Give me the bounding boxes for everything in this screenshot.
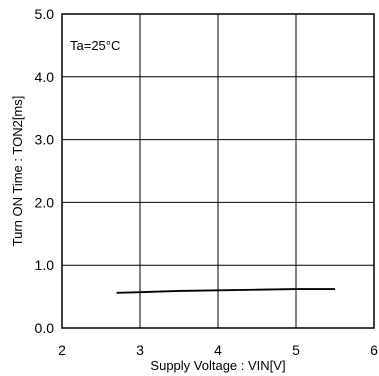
- y-tick-label: 3.0: [35, 132, 55, 148]
- series-line: [116, 288, 335, 294]
- x-tick-label: 3: [136, 342, 144, 358]
- x-tick-label: 5: [292, 342, 300, 358]
- y-tick-label: 5.0: [35, 6, 55, 22]
- y-tick-labels: 0.0 1.0 2.0 3.0 4.0 5.0: [35, 6, 55, 336]
- plot-frame: [61, 13, 375, 329]
- y-axis-label: Turn ON Time : TON2[ms]: [10, 96, 25, 247]
- annotation-temperature: Ta=25°C: [70, 38, 120, 53]
- y-tick-label: 1.0: [35, 257, 55, 273]
- x-axis-label: Supply Voltage : VIN[V]: [150, 358, 285, 373]
- grid: [62, 14, 374, 328]
- x-tick-label: 4: [214, 342, 222, 358]
- series-layer: [116, 288, 335, 294]
- y-tick-label: 0.0: [35, 320, 55, 336]
- y-tick-label: 4.0: [35, 69, 55, 85]
- x-tick-label: 2: [58, 342, 66, 358]
- y-tick-label: 2.0: [35, 194, 55, 210]
- x-tick-labels: 2 3 4 5 6: [58, 342, 378, 358]
- x-tick-label: 6: [370, 342, 378, 358]
